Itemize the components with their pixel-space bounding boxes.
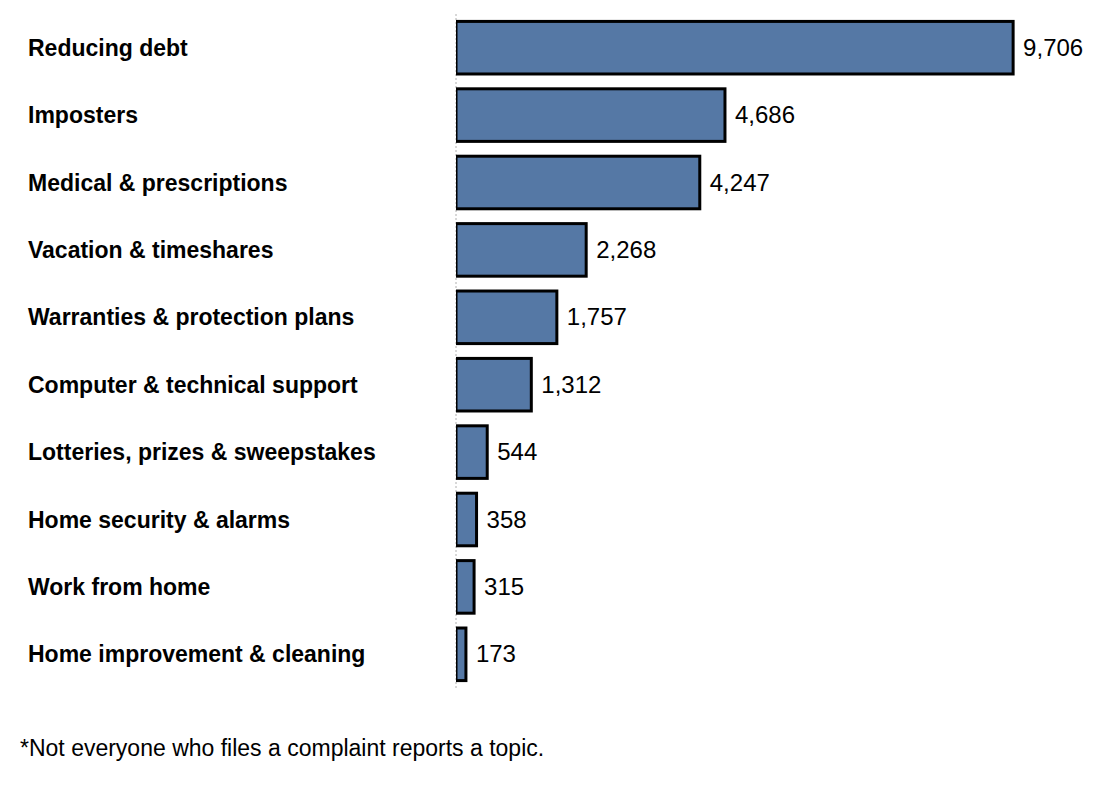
category-label: Lotteries, prizes & sweepstakes [28, 439, 376, 465]
data-label: 544 [497, 438, 537, 465]
category-label: Computer & technical support [28, 372, 358, 398]
data-label: 2,268 [596, 236, 656, 263]
data-label: 4,247 [710, 169, 770, 196]
data-label: 358 [487, 506, 527, 533]
bar [456, 156, 700, 209]
data-label: 1,312 [541, 371, 601, 398]
page: {"chart_data": {"type": "bar", "orientat… [0, 0, 1112, 792]
bar [456, 426, 487, 479]
bar [456, 628, 466, 681]
bar [456, 291, 557, 344]
category-label: Home improvement & cleaning [28, 641, 365, 667]
category-label: Warranties & protection plans [28, 304, 354, 330]
data-label: 315 [484, 573, 524, 600]
bar [456, 224, 586, 277]
bar [456, 561, 474, 614]
category-label: Medical & prescriptions [28, 170, 287, 196]
data-label: 4,686 [735, 101, 795, 128]
bars [456, 21, 1013, 680]
bar [456, 493, 477, 546]
chart: 9,706 Reducing debt 4,686 Imposters 4,247 Med… [0, 0, 1112, 792]
category-label: Home security & alarms [28, 507, 290, 533]
bar [456, 358, 531, 411]
bar [456, 21, 1013, 74]
category-label: Reducing debt [28, 35, 188, 61]
data-label: 1,757 [567, 303, 627, 330]
category-label: Imposters [28, 102, 138, 128]
data-label: 173 [476, 640, 516, 667]
bar [456, 89, 725, 142]
data-label: 9,706 [1023, 34, 1083, 61]
category-label: Work from home [28, 574, 210, 600]
category-label: Vacation & timeshares [28, 237, 273, 263]
footnote: *Not everyone who files a complaint repo… [20, 735, 544, 761]
